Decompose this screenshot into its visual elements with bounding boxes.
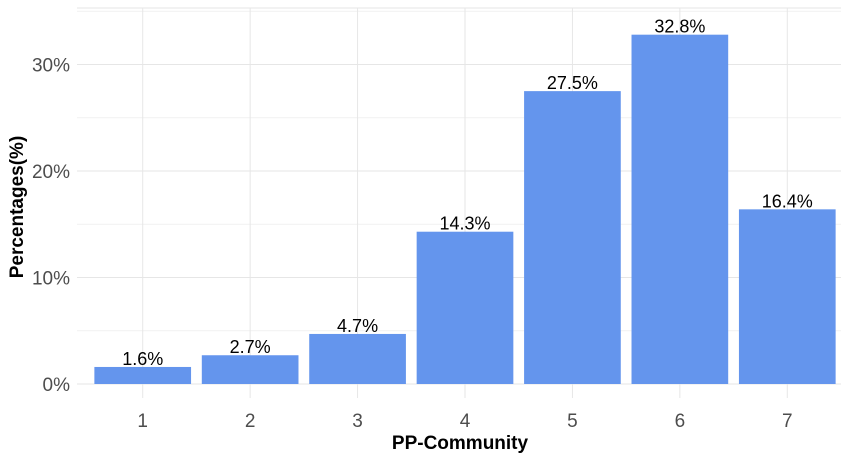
x-axis-ticks: 1 2 3 4 5 6 7 [137,411,792,432]
y-axis-ticks: 0% 10% 20% 30% [32,56,70,397]
bar-2 [201,355,299,384]
bar-5 [524,91,621,384]
data-label: 16.4% [762,191,813,211]
data-label: 4.7% [337,316,378,336]
data-label: 27.5% [547,73,598,93]
y-tick-label: 20% [32,162,70,183]
x-tick-label: 1 [137,411,148,432]
data-label: 2.7% [230,337,271,357]
bar-4 [416,231,514,384]
x-tick-label: 2 [245,411,256,432]
x-tick-label: 6 [675,411,686,432]
x-axis-title: PP-Community [392,433,529,454]
bar-3 [309,333,406,384]
x-tick-label: 7 [782,411,793,432]
y-axis-title: Percentages(%) [7,136,28,279]
data-label: 32.8% [654,17,705,37]
x-tick-label: 4 [460,411,471,432]
data-labels: 1.6% 2.7% 4.7% 14.3% 27.5% 32.8% 16.4% [122,17,813,369]
y-tick-label: 10% [32,269,70,290]
bar-1 [94,366,192,384]
y-tick-label: 0% [43,375,71,396]
data-label: 1.6% [122,349,163,369]
y-tick-label: 30% [32,56,70,77]
bar-6 [631,34,729,385]
bars [94,34,836,385]
data-label: 14.3% [439,214,490,234]
bar-7 [738,209,836,384]
x-tick-label: 3 [352,411,363,432]
x-tick-label: 5 [567,411,578,432]
